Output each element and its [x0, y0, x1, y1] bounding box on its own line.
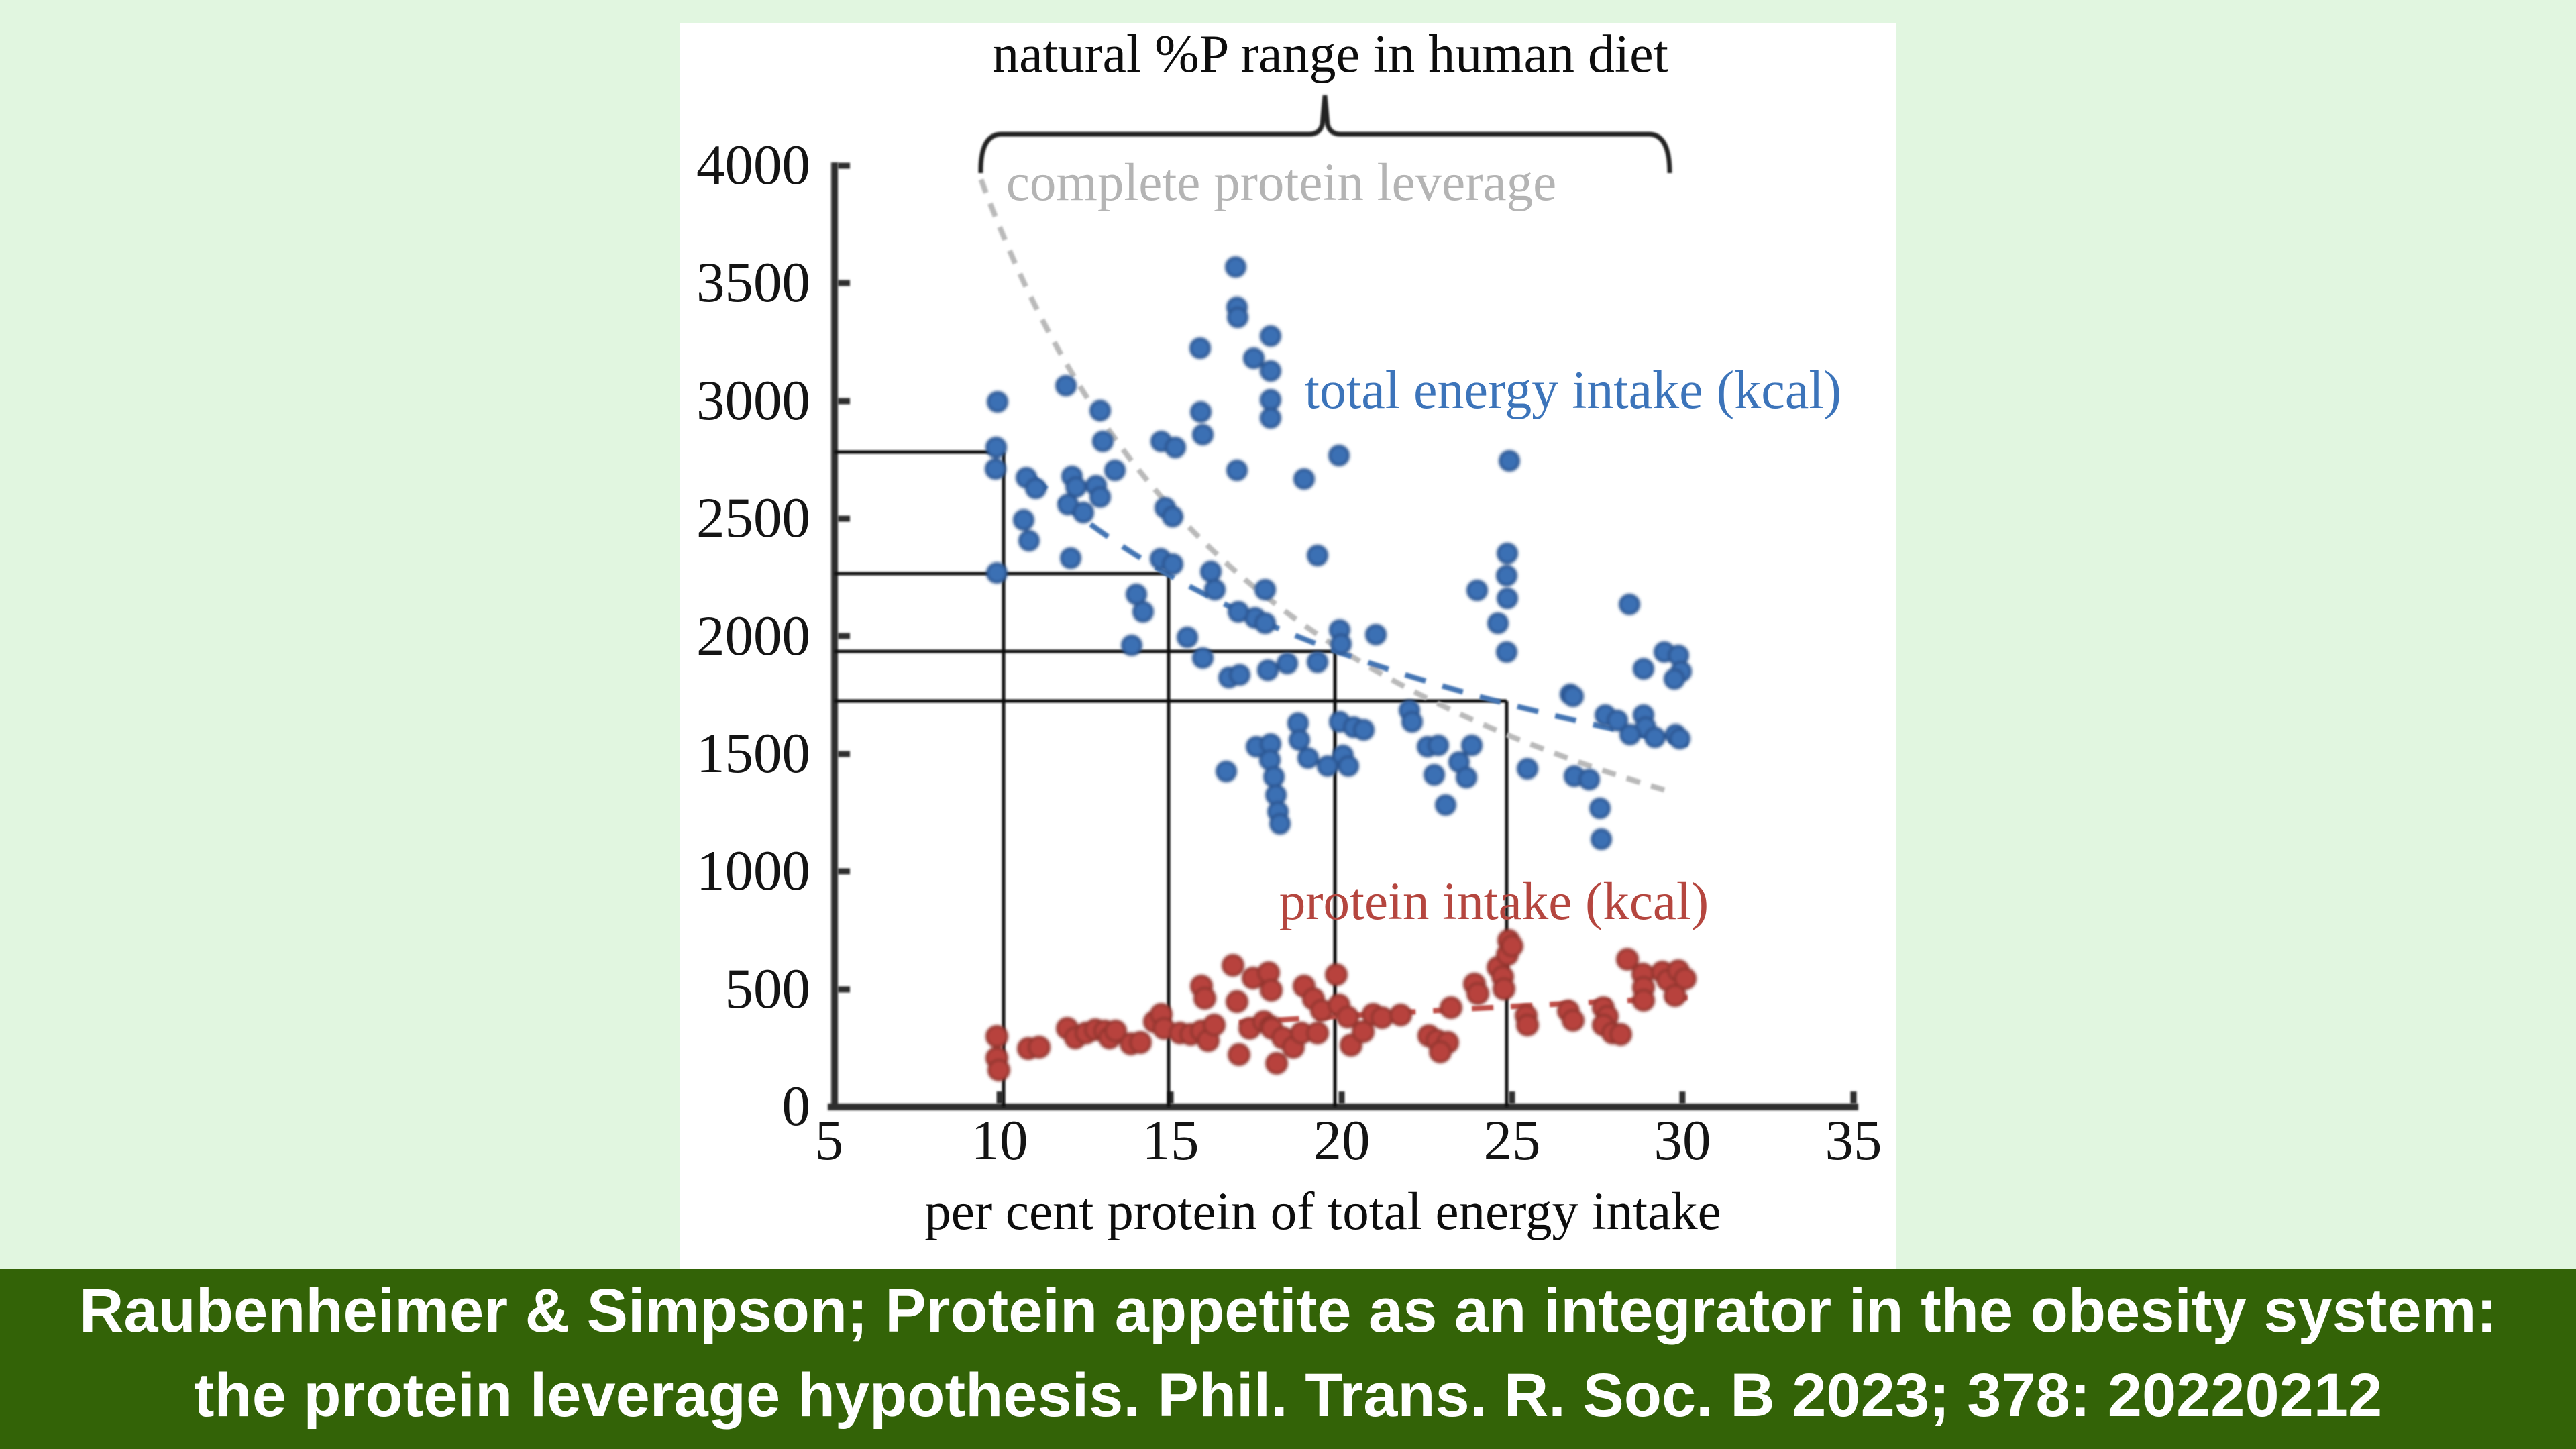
svg-text:15: 15 — [1142, 1109, 1199, 1172]
svg-text:2000: 2000 — [696, 604, 810, 667]
svg-text:0: 0 — [782, 1075, 811, 1138]
svg-text:total energy intake (kcal): total energy intake (kcal) — [1305, 361, 1841, 420]
svg-text:2500: 2500 — [696, 486, 810, 549]
svg-text:3000: 3000 — [696, 369, 810, 432]
svg-text:30: 30 — [1654, 1109, 1711, 1172]
svg-text:20: 20 — [1313, 1109, 1371, 1172]
svg-text:500: 500 — [725, 957, 811, 1020]
svg-text:protein intake (kcal): protein intake (kcal) — [1279, 873, 1709, 931]
svg-text:25: 25 — [1484, 1109, 1541, 1172]
svg-text:3500: 3500 — [696, 251, 810, 314]
svg-text:complete protein leverage: complete protein leverage — [1006, 154, 1556, 212]
svg-text:10: 10 — [971, 1109, 1028, 1172]
svg-text:per cent protein of total ener: per cent protein of total energy intake — [924, 1183, 1721, 1241]
svg-text:5: 5 — [815, 1109, 844, 1172]
svg-text:natural %P range in human diet: natural %P range in human diet — [992, 25, 1668, 84]
svg-text:1000: 1000 — [696, 839, 810, 902]
svg-text:35: 35 — [1825, 1109, 1882, 1172]
svg-text:1500: 1500 — [696, 722, 810, 785]
svg-text:4000: 4000 — [696, 133, 810, 197]
